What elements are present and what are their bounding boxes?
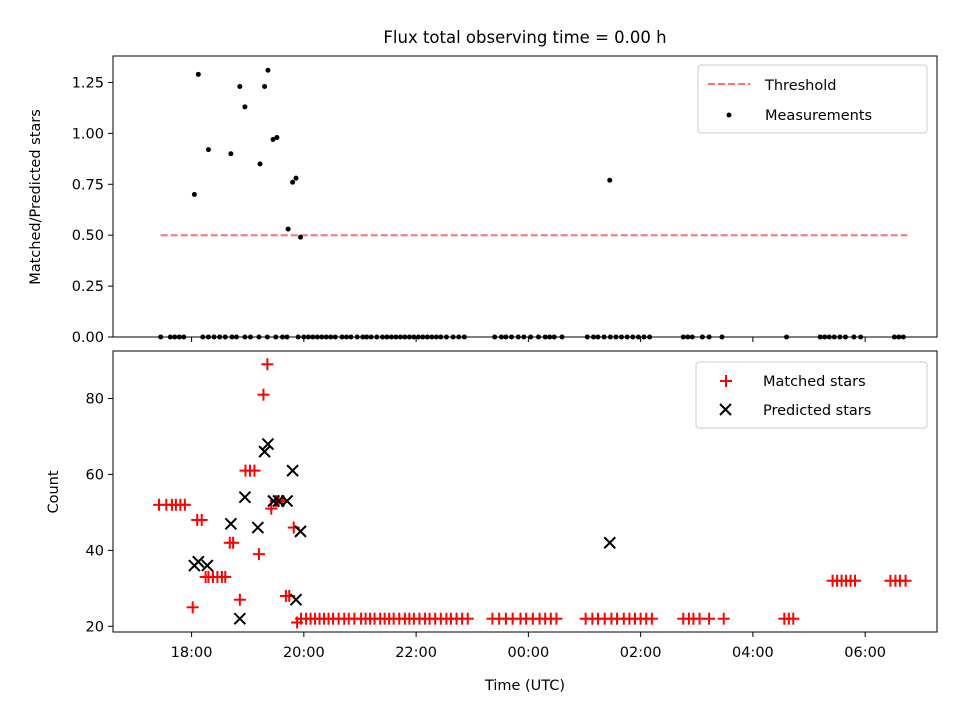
top-y-ticks: 0.00 0.25 0.50 0.75 1.00 1.25 xyxy=(72,75,113,346)
predicted-star-point xyxy=(261,437,275,451)
bottom-x-tick-label: 02:00 xyxy=(620,645,662,661)
bottom-axes-frame xyxy=(112,350,938,633)
predicted-star-point xyxy=(192,555,205,568)
bottom-x-tick-label: 04:00 xyxy=(732,645,774,661)
bottom-y-ticks: 20 40 60 80 xyxy=(86,391,113,635)
matched-star-point xyxy=(261,358,274,371)
measurement-point xyxy=(297,234,303,240)
bottom-y-tick-label: 80 xyxy=(86,391,104,407)
top-x-ticks xyxy=(191,337,866,342)
bottom-y-tick-label: 40 xyxy=(86,543,104,559)
threshold-legend-label: Threshold xyxy=(764,78,836,94)
chart-title: Flux total observing time = 0.00 h xyxy=(383,28,666,47)
bottom-plot-area xyxy=(153,358,912,629)
matched-star-point xyxy=(252,548,265,561)
x-axis-label: Time (UTC) xyxy=(484,678,565,694)
matched-star-point xyxy=(550,612,563,625)
bottom-x-tick-label: 22:00 xyxy=(395,645,437,661)
predicted-star-point xyxy=(224,517,238,530)
measurement-point xyxy=(257,161,263,167)
bottom-y-tick-label: 20 xyxy=(86,619,104,635)
measurement-point xyxy=(265,67,271,73)
top-y-tick-label: 0.00 xyxy=(72,330,104,346)
matched-star-point xyxy=(227,536,240,549)
matched-legend-label: Matched stars xyxy=(763,374,866,390)
top-y-axis-label: Matched/Predicted stars xyxy=(28,109,44,285)
bottom-panel: 20 40 60 80 18:00 20:00 22:00 00:00 02:00 04:00 0… xyxy=(46,350,938,694)
top-legend: Threshold Measurements xyxy=(697,64,928,134)
measurement-point xyxy=(195,71,201,77)
predicted-star-point xyxy=(294,525,307,538)
predicted-star-point xyxy=(280,494,294,508)
measurement-point xyxy=(262,84,268,90)
measurement-point xyxy=(607,177,613,183)
measurements-legend-marker xyxy=(726,112,732,118)
top-axes-frame xyxy=(112,55,938,338)
matched-legend-marker xyxy=(720,375,732,387)
predicted-legend-marker xyxy=(719,403,732,416)
measurement-point xyxy=(242,104,248,110)
predicted-star-point xyxy=(251,521,265,534)
measurement-point xyxy=(274,134,280,140)
top-y-tick-label: 0.50 xyxy=(72,228,104,244)
measurements-legend-label: Measurements xyxy=(765,108,872,124)
bottom-x-tick-label: 18:00 xyxy=(171,645,213,661)
matched-star-point xyxy=(645,612,658,625)
top-panel: 0.00 0.25 0.50 0.75 1.00 1.25 Matched/Predict… xyxy=(28,55,938,346)
bottom-x-tick-label: 06:00 xyxy=(844,645,886,661)
predicted-legend-label: Predicted stars xyxy=(763,403,871,419)
measurement-point xyxy=(270,136,276,142)
matched-star-point xyxy=(703,612,716,625)
measurement-point xyxy=(191,191,197,197)
measurement-point xyxy=(237,84,243,90)
predicted-star-point xyxy=(603,536,616,549)
predicted-star-point xyxy=(201,559,214,572)
top-y-tick-label: 1.25 xyxy=(72,75,104,91)
predicted-star-point xyxy=(286,464,299,477)
measurement-point xyxy=(228,151,234,157)
matched-star-point xyxy=(849,574,862,587)
matched-star-point xyxy=(257,388,270,401)
predicted-star-point xyxy=(233,612,247,625)
matched-star-point xyxy=(787,612,800,625)
matched-star-point xyxy=(186,601,199,614)
bottom-y-axis-label: Count xyxy=(46,470,62,513)
matched-star-point xyxy=(461,612,474,625)
predicted-star-point xyxy=(267,494,280,508)
bottom-y-tick-label: 60 xyxy=(86,467,104,483)
top-legend-frame xyxy=(697,64,928,134)
matched-star-point xyxy=(195,513,208,526)
matched-star-point xyxy=(717,612,730,625)
matched-star-point xyxy=(233,593,246,606)
matched-star-point xyxy=(178,498,191,511)
measurement-point xyxy=(290,179,296,185)
top-y-tick-label: 0.25 xyxy=(72,279,104,295)
bottom-legend: Matched stars Predicted stars xyxy=(695,361,928,429)
measurement-point xyxy=(205,147,211,153)
matched-star-point xyxy=(248,464,261,477)
measurement-point xyxy=(293,175,299,181)
top-y-tick-label: 1.00 xyxy=(72,126,104,142)
predicted-star-point xyxy=(258,445,271,458)
matched-star-point xyxy=(219,570,232,583)
matched-star-point xyxy=(899,574,912,587)
bottom-x-ticks: 18:00 20:00 22:00 00:00 02:00 04:00 06:00 xyxy=(171,632,886,661)
bottom-x-tick-label: 00:00 xyxy=(507,645,549,661)
bottom-x-tick-label: 20:00 xyxy=(283,645,325,661)
top-y-tick-label: 0.75 xyxy=(72,177,104,193)
predicted-star-point xyxy=(238,490,252,504)
bottom-legend-frame xyxy=(695,361,928,429)
predicted-star-point xyxy=(289,593,303,606)
measurement-point xyxy=(285,226,291,232)
